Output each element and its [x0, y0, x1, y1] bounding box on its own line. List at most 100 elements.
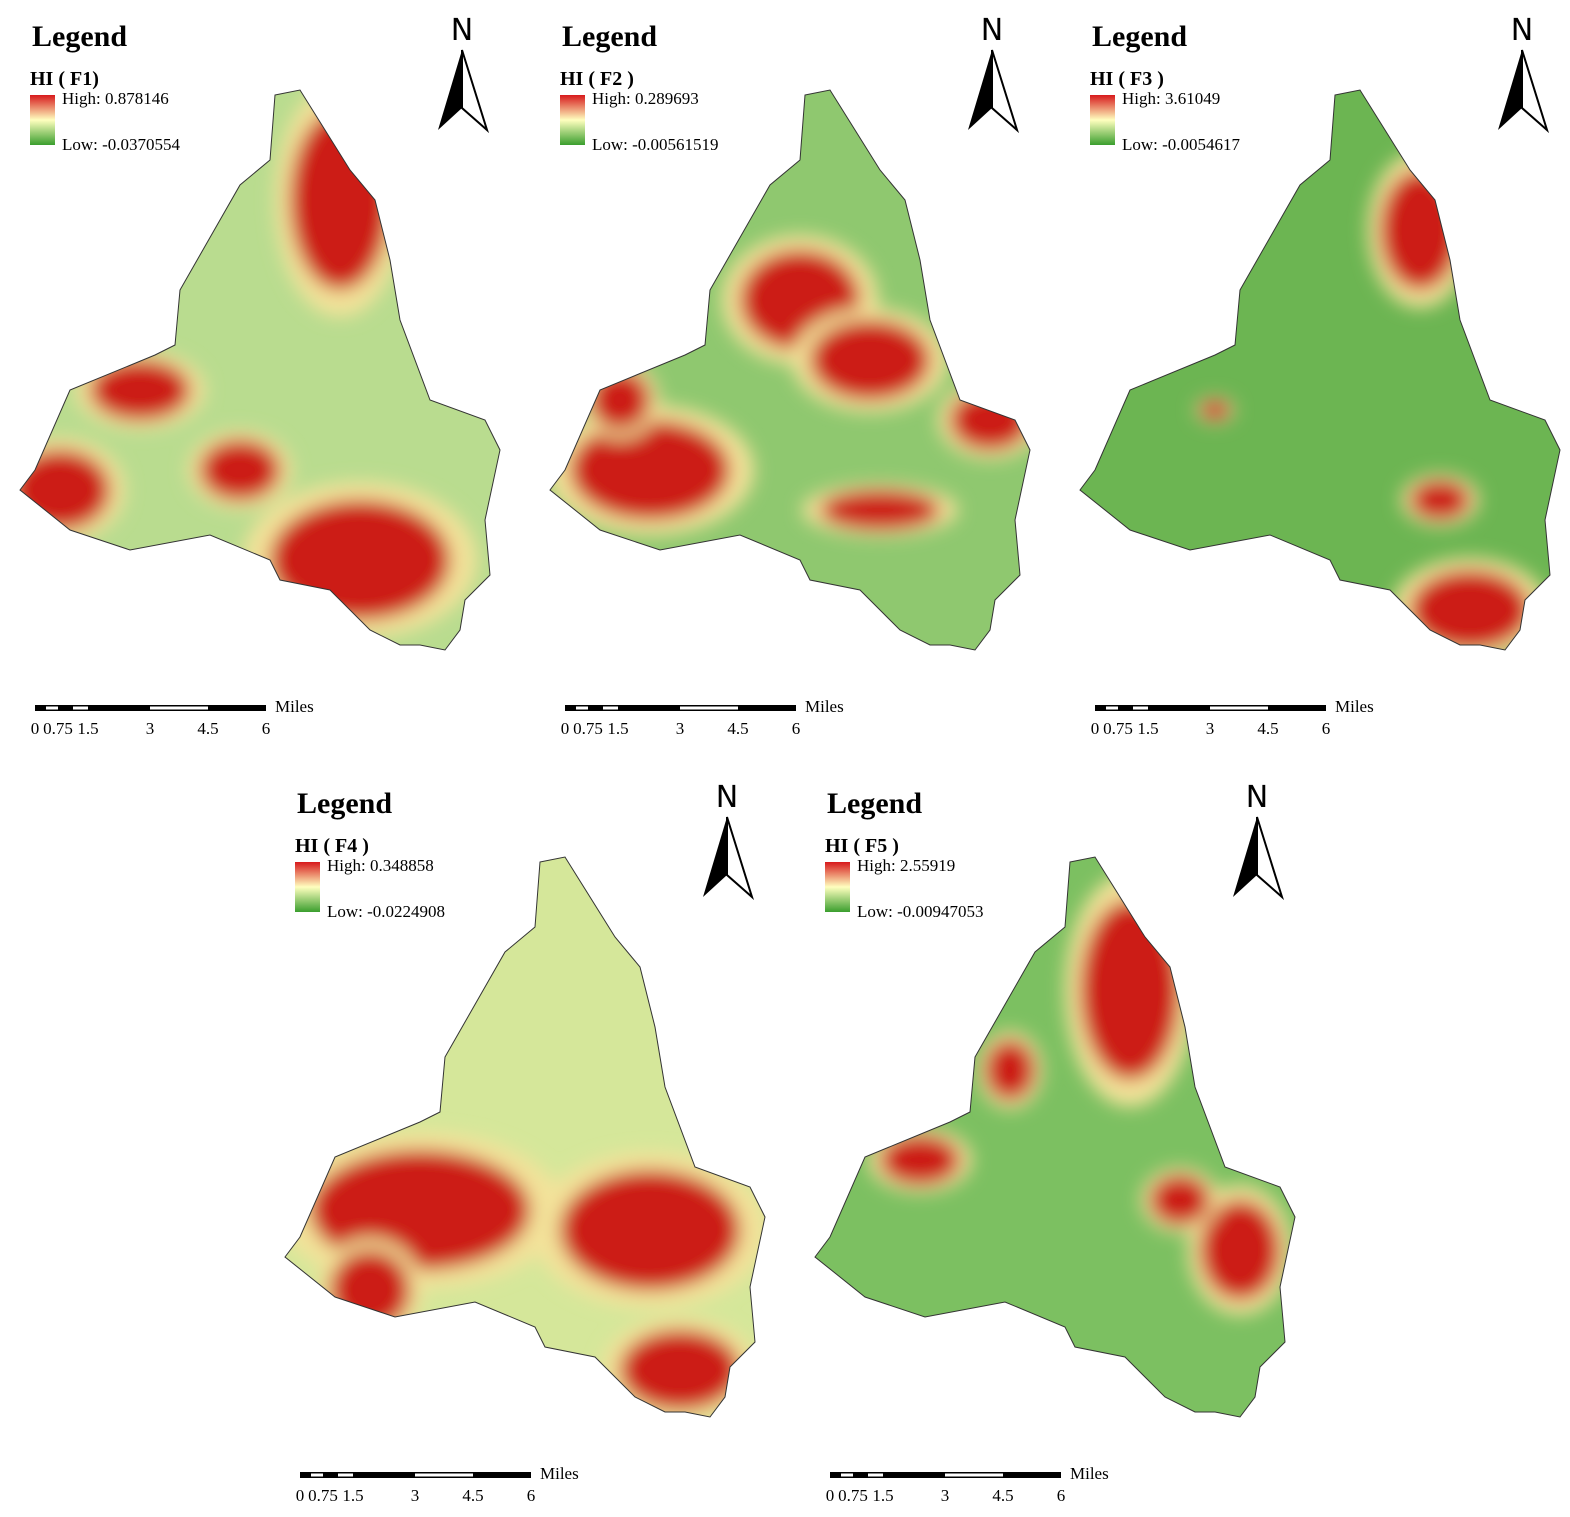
scale-label: 0.75	[838, 1486, 868, 1505]
legend-high: High: 0.348858	[327, 856, 434, 875]
hotspot	[1410, 570, 1530, 650]
map-base	[815, 857, 1295, 1417]
legend-low: Low: -0.0370554	[62, 135, 181, 154]
scale-unit: Miles	[540, 1464, 579, 1483]
color-ramp	[825, 862, 850, 912]
hotspot	[810, 320, 930, 400]
scale-label: 4.5	[992, 1486, 1013, 1505]
legend-title: Legend	[1092, 20, 1187, 53]
hotspot	[1150, 1175, 1210, 1225]
map-raster	[550, 90, 1030, 650]
north-label: N	[1511, 13, 1533, 48]
scale-unit: Miles	[805, 697, 844, 716]
scale-segment	[73, 706, 88, 710]
scale-label: 1.5	[342, 1486, 363, 1505]
scale-label: 4.5	[1257, 719, 1278, 738]
hotspot	[570, 420, 730, 520]
scale-label: 0	[561, 719, 570, 738]
legend-title: Legend	[297, 787, 392, 820]
hotspot	[90, 360, 190, 420]
scale-label: 1.5	[77, 719, 98, 738]
hotspot	[1080, 900, 1180, 1080]
color-ramp	[560, 95, 585, 145]
hotspot	[985, 1040, 1035, 1100]
map-base	[550, 90, 1030, 650]
legend-high: High: 3.61049	[1122, 89, 1220, 108]
scale-label: 0	[1091, 719, 1100, 738]
scale-segment	[1106, 706, 1118, 710]
color-ramp	[295, 862, 320, 912]
legend-low: Low: -0.0224908	[327, 902, 445, 921]
layer-name: HI ( F5 )	[825, 835, 899, 857]
north-label: N	[981, 13, 1003, 48]
legend-title: Legend	[562, 20, 657, 53]
color-ramp	[1090, 95, 1115, 145]
legend-title: Legend	[827, 787, 922, 820]
layer-name: HI ( F3 )	[1090, 68, 1164, 90]
scale-segment	[576, 706, 588, 710]
hotspot	[950, 390, 1030, 450]
north-arrow-dark	[1233, 817, 1257, 897]
map-raster	[1080, 90, 1560, 650]
layer-name: HI ( F2 )	[560, 68, 634, 90]
scale-segment	[603, 706, 618, 710]
scale-label: 6	[527, 1486, 536, 1505]
hotspot	[560, 1170, 740, 1290]
north-arrow-dark	[1498, 50, 1522, 130]
hotspot	[590, 370, 650, 430]
scale-unit: Miles	[275, 697, 314, 716]
scale-label: 3	[146, 719, 155, 738]
scale-segment	[311, 1473, 323, 1477]
north-arrow-light	[991, 49, 1020, 134]
scale-label: 4.5	[727, 719, 748, 738]
scale-label: 6	[262, 719, 271, 738]
hotspot	[200, 440, 280, 500]
map-panel: Legend HI ( F2 )High: 0.289693 Low: -0.005…	[549, 13, 1031, 738]
legend-title: Legend	[32, 20, 127, 53]
north-arrow-dark	[438, 50, 462, 130]
scale-segment	[1210, 706, 1268, 710]
hotspots	[550, 235, 1030, 536]
hotspot	[1410, 480, 1470, 520]
scale-segment	[338, 1473, 353, 1477]
scale-unit: Miles	[1335, 697, 1374, 716]
north-label: N	[716, 780, 738, 815]
scale-label: 0.75	[1103, 719, 1133, 738]
scale-label: 0	[31, 719, 40, 738]
scale-segment	[415, 1473, 473, 1477]
legend-low: Low: -0.00947053	[857, 902, 984, 921]
scale-label: 3	[941, 1486, 950, 1505]
map-panel: Legend HI ( F1)High: 0.878146 Low: -0.0370…	[19, 13, 501, 738]
map-outline	[1079, 89, 1561, 651]
scale-unit: Miles	[1070, 1464, 1109, 1483]
map-raster	[20, 90, 500, 650]
scale-label: 3	[411, 1486, 420, 1505]
legend-low: Low: -0.00561519	[592, 135, 719, 154]
map-outline	[284, 856, 766, 1418]
scale-segment	[868, 1473, 883, 1477]
scale-label: 3	[676, 719, 685, 738]
scale-segment	[841, 1473, 853, 1477]
scale-segment	[150, 706, 208, 710]
layer-name: HI ( F1)	[30, 68, 99, 90]
scale-label: 1.5	[607, 719, 628, 738]
hotspot	[880, 1135, 960, 1185]
scale-label: 4.5	[462, 1486, 483, 1505]
north-arrow-light	[726, 816, 755, 901]
north-arrow-light	[461, 49, 490, 134]
hotspot	[820, 490, 940, 530]
hotspot	[330, 1250, 410, 1330]
scale-segment	[46, 706, 58, 710]
scale-label: 0	[826, 1486, 835, 1505]
north-arrow-light	[1521, 49, 1550, 134]
north-label: N	[1246, 780, 1268, 815]
scale-label: 0.75	[43, 719, 73, 738]
layer-name: HI ( F4 )	[295, 835, 369, 857]
hotspot	[270, 500, 450, 620]
north-arrow-dark	[968, 50, 992, 130]
hotspot	[1200, 1200, 1280, 1300]
hotspot	[20, 450, 110, 530]
scale-label: 1.5	[1137, 719, 1158, 738]
north-arrow-dark	[703, 817, 727, 897]
